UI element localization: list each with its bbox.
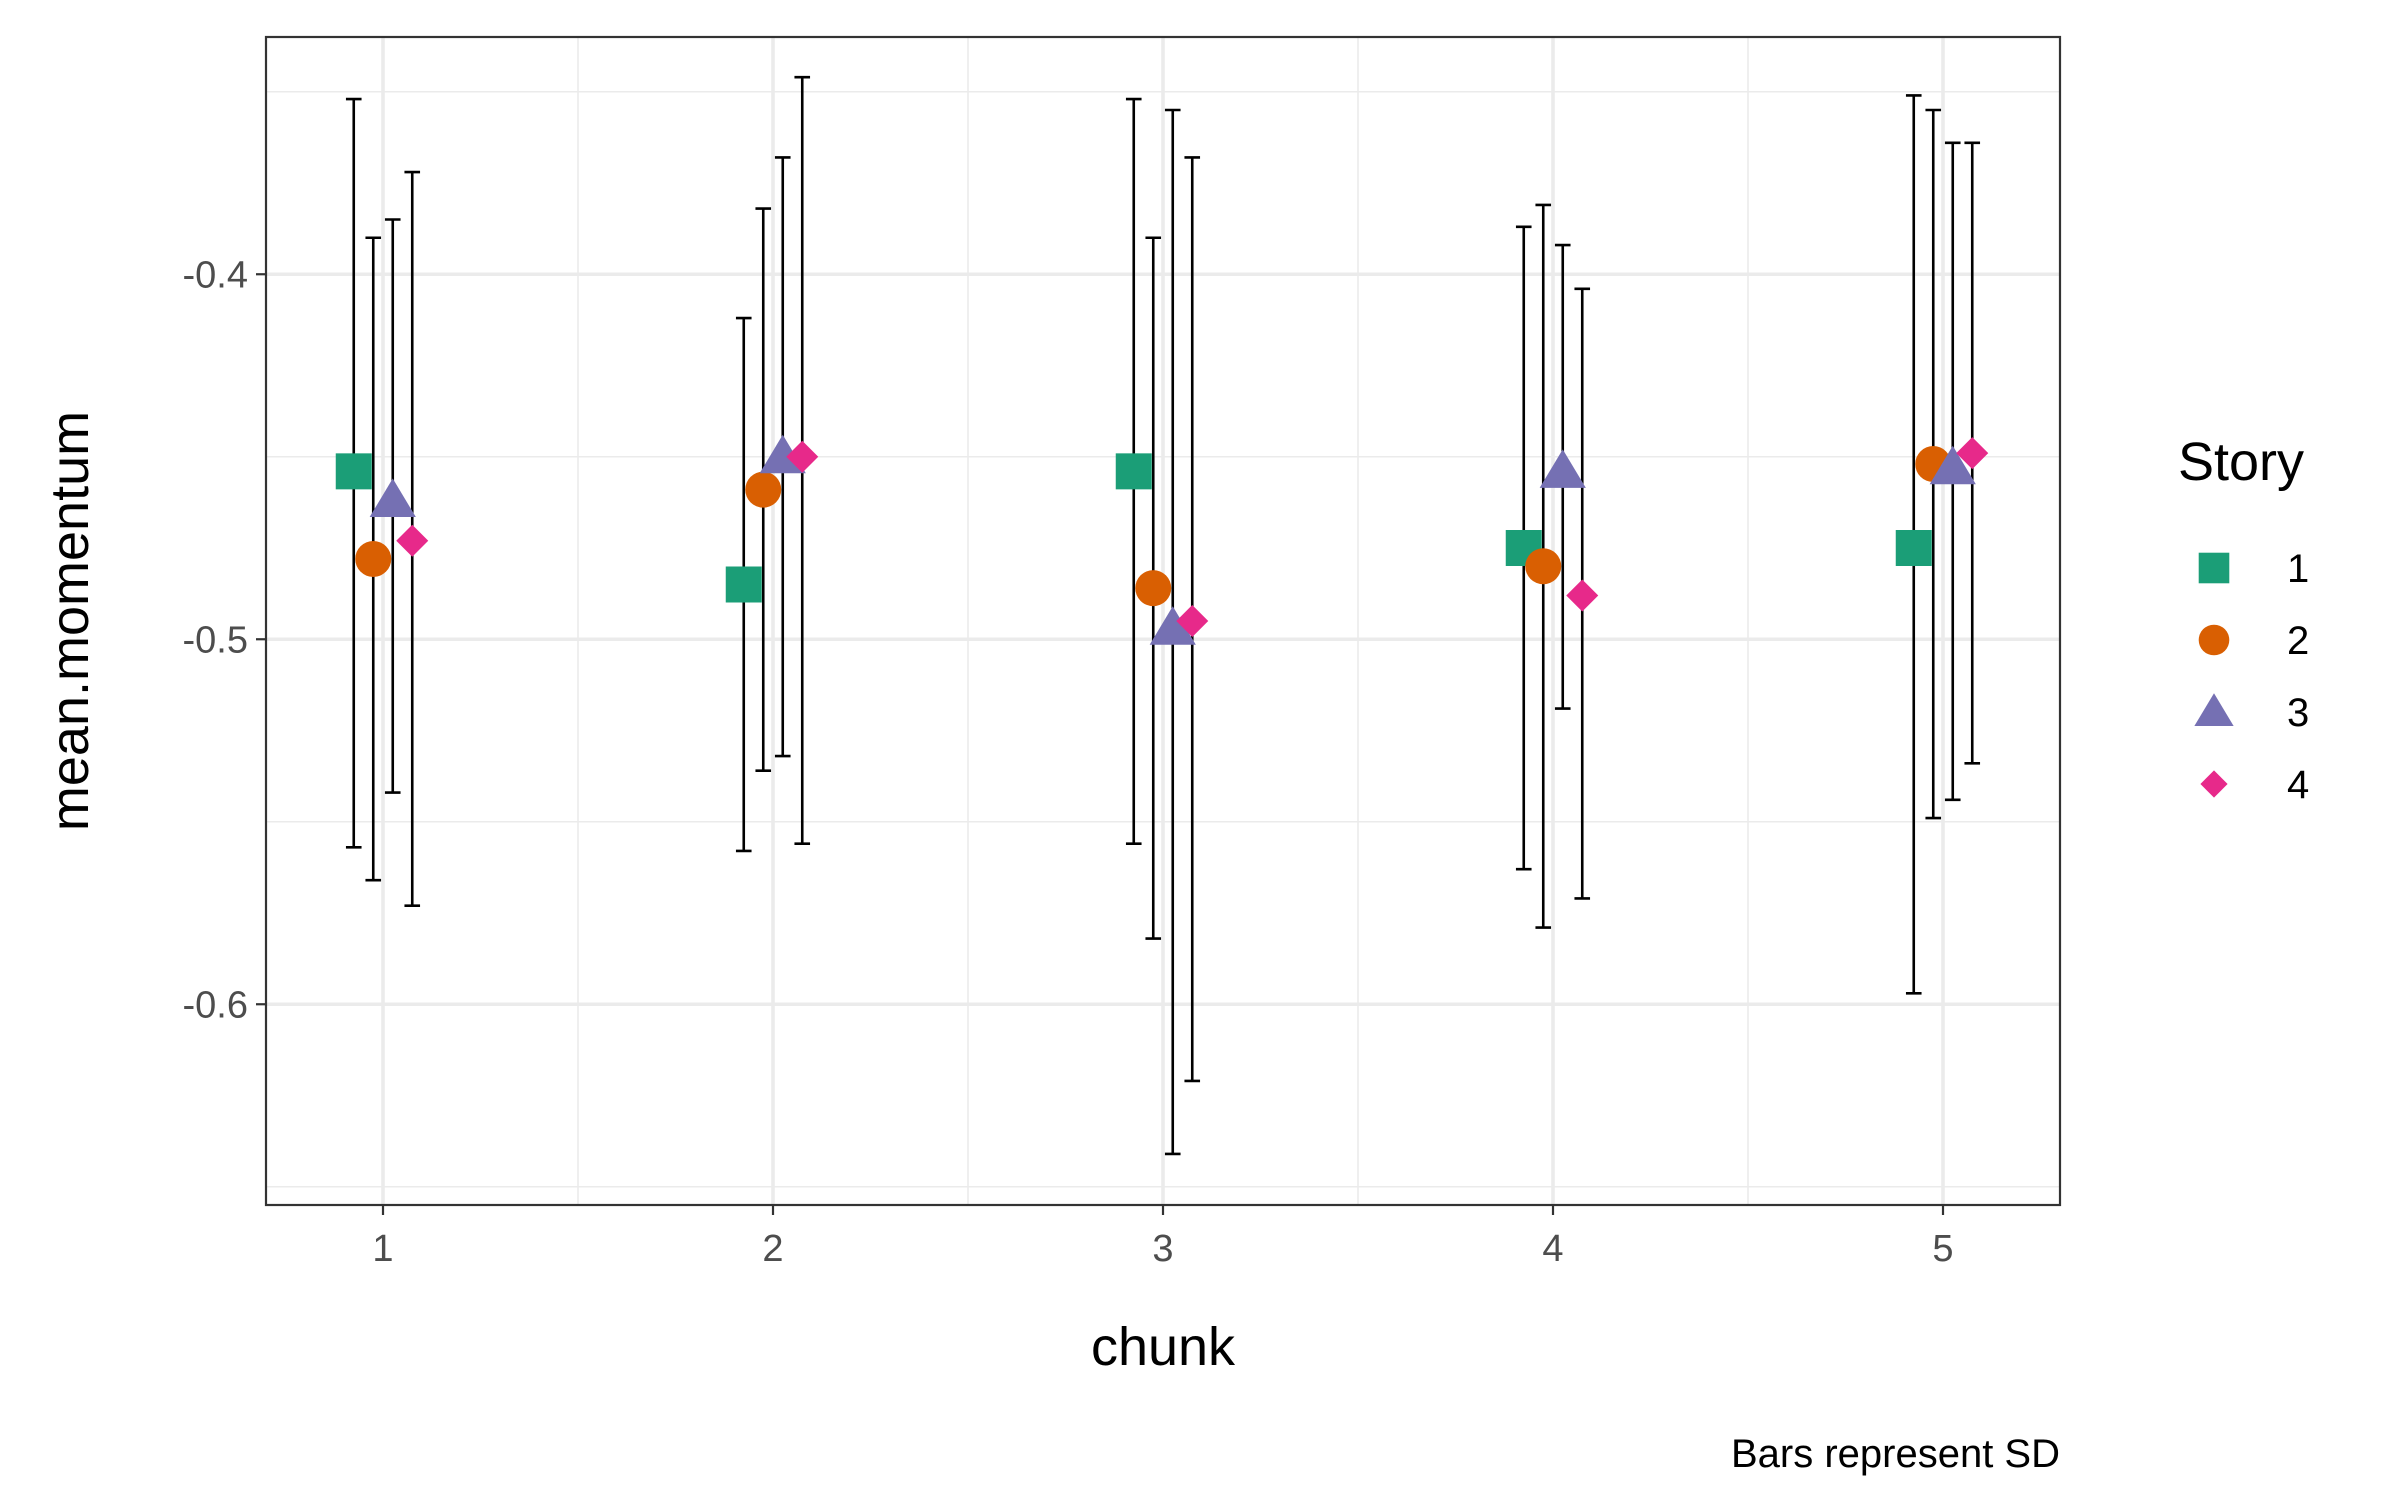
x-tick-label: 3 — [1152, 1228, 1173, 1270]
x-tick-label: 2 — [762, 1228, 783, 1270]
chart-caption: Bars represent SD — [1731, 1432, 2060, 1476]
legend-key — [2198, 552, 2230, 584]
y-tick-label: -0.4 — [183, 254, 248, 296]
legend-key — [2198, 624, 2230, 656]
data-point — [1566, 579, 1599, 612]
legend-label: 4 — [2287, 763, 2309, 807]
point-layer — [335, 434, 1989, 645]
data-point — [1525, 548, 1562, 585]
legend-label: 2 — [2287, 619, 2309, 663]
legend-key — [2194, 693, 2234, 727]
y-tick-label: -0.6 — [183, 984, 248, 1026]
axis-layer: -0.4 -0.5 -0.6 1 2 3 4 5 — [183, 254, 1954, 1270]
data-point — [335, 453, 372, 490]
data-point — [396, 524, 429, 557]
data-point — [1956, 437, 1989, 470]
data-point — [745, 471, 782, 508]
x-tick-label: 5 — [1932, 1228, 1953, 1270]
x-tick-label: 4 — [1542, 1228, 1563, 1270]
data-point — [786, 440, 819, 473]
x-axis-title: chunk — [1091, 1317, 1236, 1377]
x-tick-label: 1 — [372, 1228, 393, 1270]
data-point — [1929, 445, 1976, 485]
y-axis-title: mean.momentum — [40, 411, 100, 831]
y-tick-label: -0.5 — [183, 619, 248, 661]
legend-label: 3 — [2287, 691, 2309, 735]
legend-key — [2200, 770, 2228, 798]
data-point — [1115, 453, 1152, 490]
errorbar-layer — [345, 75, 1981, 1156]
legend-label: 1 — [2287, 547, 2309, 591]
data-point — [1176, 605, 1209, 637]
data-point — [1895, 530, 1932, 566]
data-point — [369, 478, 416, 518]
data-point — [1149, 606, 1196, 645]
data-point — [355, 540, 392, 577]
legend: Story 1 2 3 4 — [2178, 432, 2309, 807]
legend-title: Story — [2178, 432, 2304, 492]
data-point — [1539, 449, 1586, 488]
data-point — [1135, 570, 1172, 607]
data-point — [725, 566, 762, 603]
